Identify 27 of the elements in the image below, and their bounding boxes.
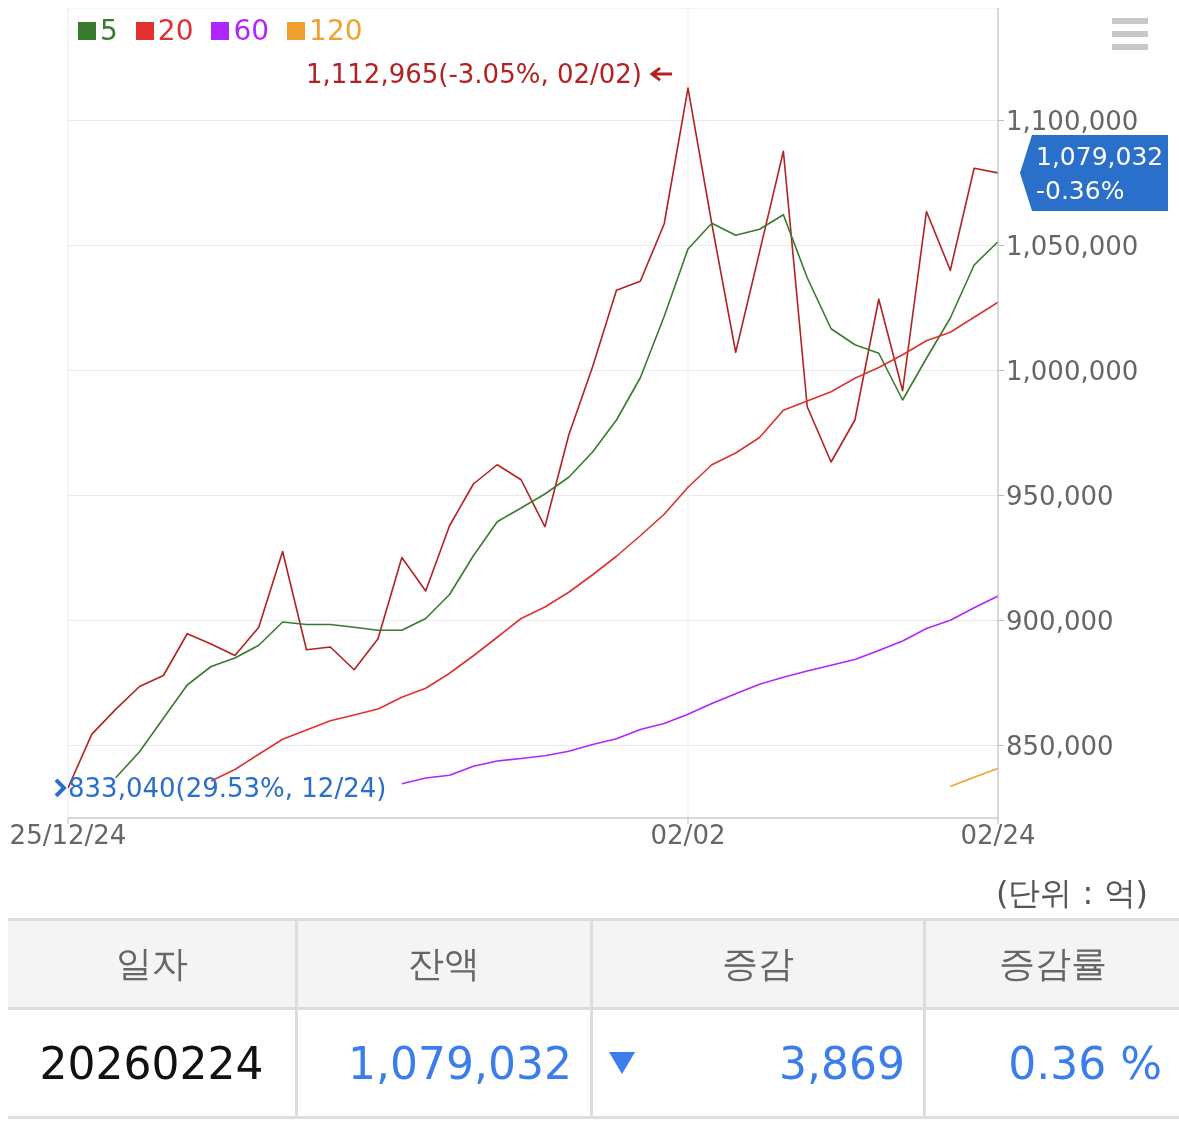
y-tick-label: 950,000 bbox=[1006, 480, 1114, 511]
x-tick-label: 25/12/24 bbox=[9, 820, 127, 851]
text: 증감률 bbox=[926, 921, 1179, 1010]
x-tick-label: 02/24 bbox=[960, 820, 1036, 851]
y-tick-label: 1,100,000 bbox=[1006, 105, 1139, 136]
text: 0.36 % bbox=[926, 1010, 1179, 1119]
annotation: 1,112,965(-3.05%, 02/02) bbox=[305, 59, 642, 90]
legend-label: 20 bbox=[156, 14, 194, 47]
y-tick-label: 1,050,000 bbox=[1006, 230, 1139, 261]
y-tick-label: 900,000 bbox=[1006, 605, 1114, 636]
line-series bbox=[114, 213, 998, 779]
text: 20260224 bbox=[8, 1010, 298, 1119]
annotation: 833,040(29.53%, 12/24) bbox=[68, 772, 387, 803]
legend-label: 60 bbox=[232, 14, 270, 47]
legend-label: 5 bbox=[99, 14, 118, 47]
line-series bbox=[401, 595, 998, 785]
text: (단위 : 억) bbox=[995, 873, 1148, 914]
x-tick-label: 02/02 bbox=[650, 820, 726, 851]
y-tick-label: 850,000 bbox=[1006, 730, 1114, 761]
y-tick-label: 1,000,000 bbox=[1006, 355, 1139, 386]
text: 증감 bbox=[593, 921, 926, 1010]
text: 3,869 bbox=[593, 1010, 926, 1119]
text: 1,079,032 bbox=[298, 1010, 593, 1119]
text: 잔액 bbox=[298, 921, 593, 1010]
text: 일자 bbox=[8, 921, 298, 1010]
annotation: 1,079,032 -0.36% bbox=[1036, 141, 1164, 205]
legend-label: 120 bbox=[308, 14, 363, 47]
